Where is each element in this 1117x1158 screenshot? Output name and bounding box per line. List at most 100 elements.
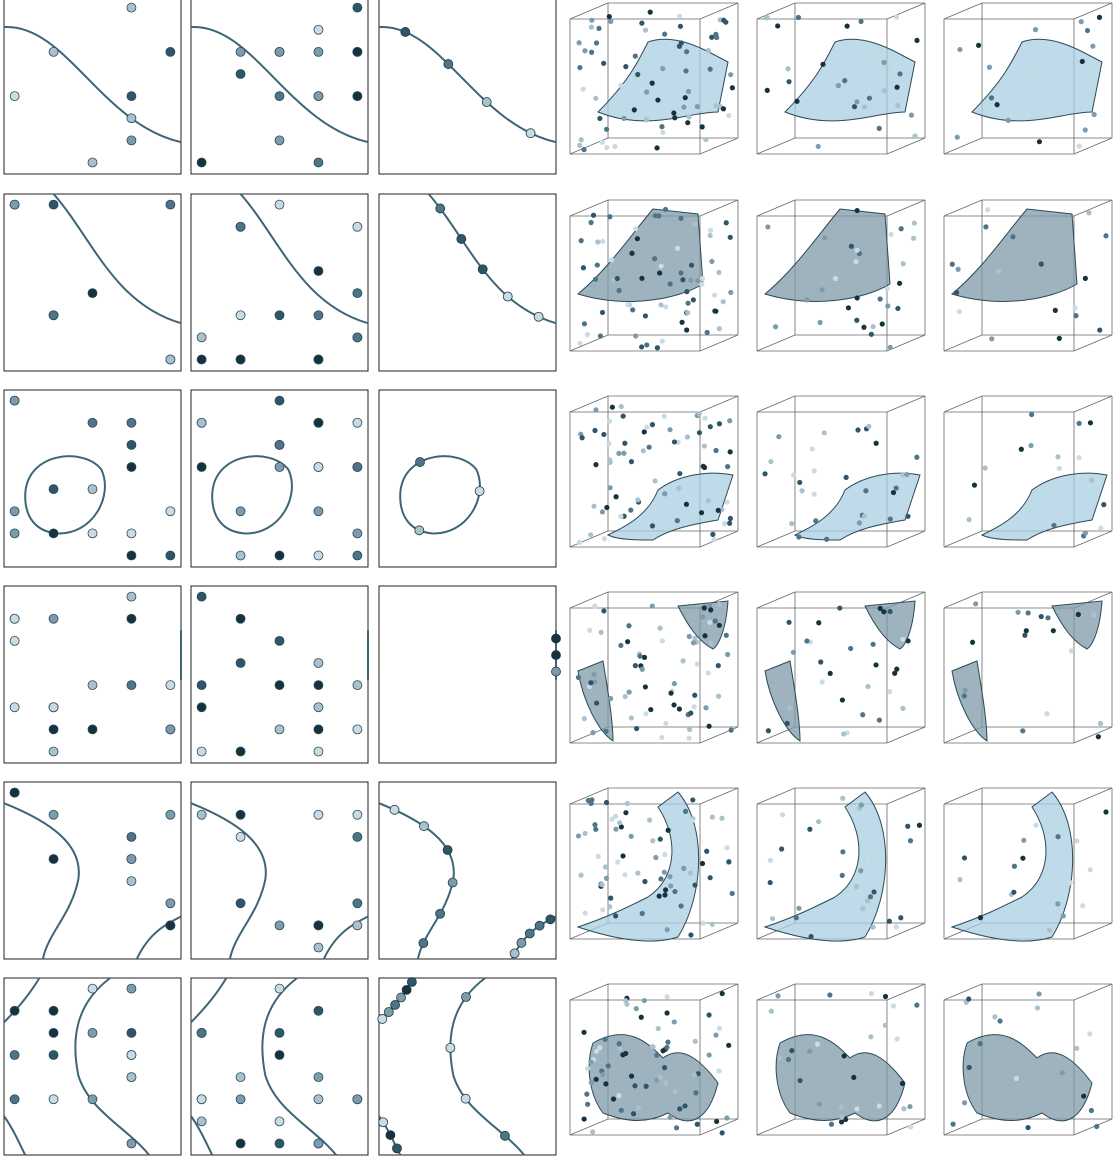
curve-point xyxy=(502,291,513,302)
sample-point-3d xyxy=(680,658,686,664)
sample-point-3d xyxy=(1076,420,1082,426)
sample-point-3d xyxy=(900,472,906,478)
sample-point-3d xyxy=(791,472,797,478)
sample-point-3d xyxy=(1103,809,1109,815)
sample-point-3d xyxy=(787,705,793,711)
box-edge xyxy=(569,1118,609,1136)
sample-point-3d xyxy=(716,601,722,607)
sample-point xyxy=(126,113,137,124)
sample-point-3d xyxy=(868,1034,874,1040)
curve-point xyxy=(460,1093,471,1104)
level-curve xyxy=(190,977,228,1024)
sample-point-3d xyxy=(1011,889,1017,895)
sample-point-3d xyxy=(840,731,847,737)
sample-point-3d xyxy=(662,491,668,497)
sample-point xyxy=(126,135,137,146)
sample-point-3d xyxy=(1055,901,1061,907)
sample-point-3d xyxy=(649,603,655,609)
sample-point-3d xyxy=(884,286,890,292)
sample-point-3d xyxy=(628,715,634,721)
sample-point-3d xyxy=(841,1053,847,1059)
sample-point xyxy=(9,702,20,713)
sample-point-3d xyxy=(706,602,713,609)
sample-point-3d xyxy=(692,692,698,698)
sample-point xyxy=(313,1094,324,1105)
sample-point-3d xyxy=(609,816,615,822)
sample-point-3d xyxy=(643,117,650,123)
sample-point xyxy=(313,550,324,561)
sample-point-3d xyxy=(807,1048,813,1054)
curve-point xyxy=(400,27,411,37)
sample-point-3d xyxy=(728,72,734,78)
sample-point-3d xyxy=(764,15,770,21)
level-surface xyxy=(764,600,916,742)
sample-point-3d xyxy=(677,23,684,29)
sample-point-3d xyxy=(992,1014,998,1020)
sample-point-3d xyxy=(797,1077,803,1084)
sample-point-3d xyxy=(603,1081,609,1087)
sample-point xyxy=(9,1094,20,1105)
sample-point-3d xyxy=(1095,734,1101,740)
sample-point xyxy=(87,680,98,691)
sample-point-3d xyxy=(711,536,717,543)
sample-point-3d xyxy=(799,488,805,494)
sample-point-3d xyxy=(843,474,849,480)
sample-point-3d xyxy=(590,730,596,736)
panel-frame xyxy=(3,585,182,764)
sample-point-3d xyxy=(682,1103,688,1109)
sample-point-3d xyxy=(599,509,606,515)
sample-point-3d xyxy=(665,1039,671,1045)
sample-point-3d xyxy=(602,1036,608,1042)
sample-point-3d xyxy=(654,1052,660,1058)
sample-point xyxy=(196,591,207,602)
sample-point-3d xyxy=(914,454,920,460)
level-curve xyxy=(190,802,267,960)
sample-point-3d xyxy=(1056,465,1062,471)
sample-point xyxy=(87,417,98,428)
sample-point-3d xyxy=(597,115,603,122)
sample-point-3d xyxy=(724,1115,730,1121)
sample-point-3d xyxy=(710,531,716,537)
sample-point-3d xyxy=(890,489,897,496)
box-edge xyxy=(886,334,926,352)
sample-point-3d xyxy=(690,797,696,803)
sample-point-3d xyxy=(664,1010,670,1016)
sample-point-3d xyxy=(622,440,628,446)
sample-point-3d xyxy=(657,270,663,276)
sample-point-3d xyxy=(641,997,647,1004)
sample-point-3d xyxy=(702,633,708,639)
sample-point xyxy=(196,332,207,343)
sample-point xyxy=(165,920,176,931)
sample-point-3d xyxy=(900,636,906,642)
level-curve xyxy=(449,977,525,1156)
box-edge xyxy=(943,199,983,217)
sample-point-3d xyxy=(966,517,972,523)
box-edge xyxy=(943,530,983,548)
sample-point-3d xyxy=(888,231,894,238)
sample-point-3d xyxy=(612,143,618,150)
curve-point xyxy=(524,928,535,939)
sample-point-3d xyxy=(870,924,876,930)
sample-point xyxy=(87,157,98,168)
sample-point-3d xyxy=(588,219,594,226)
sample-point-3d xyxy=(870,324,876,330)
sample-point-3d xyxy=(851,104,858,110)
sample-point-3d xyxy=(663,720,669,726)
sample-point-3d xyxy=(1036,991,1042,997)
sample-point-3d xyxy=(882,1022,888,1028)
sample-point-3d xyxy=(581,1116,587,1122)
sample-point-3d xyxy=(593,40,600,46)
sample-point xyxy=(126,91,137,102)
sample-point-3d xyxy=(786,619,792,625)
sample-point-3d xyxy=(807,826,813,832)
sample-point-3d xyxy=(595,853,601,859)
sample-point-3d xyxy=(961,855,968,861)
sample-point xyxy=(126,613,137,624)
sample-point xyxy=(126,417,137,428)
sample-point-3d xyxy=(685,88,692,95)
panel-3d xyxy=(569,591,739,744)
sample-point-3d xyxy=(648,706,654,713)
sample-point xyxy=(87,288,98,299)
sample-point-3d xyxy=(1021,837,1027,843)
sample-point xyxy=(235,831,246,842)
